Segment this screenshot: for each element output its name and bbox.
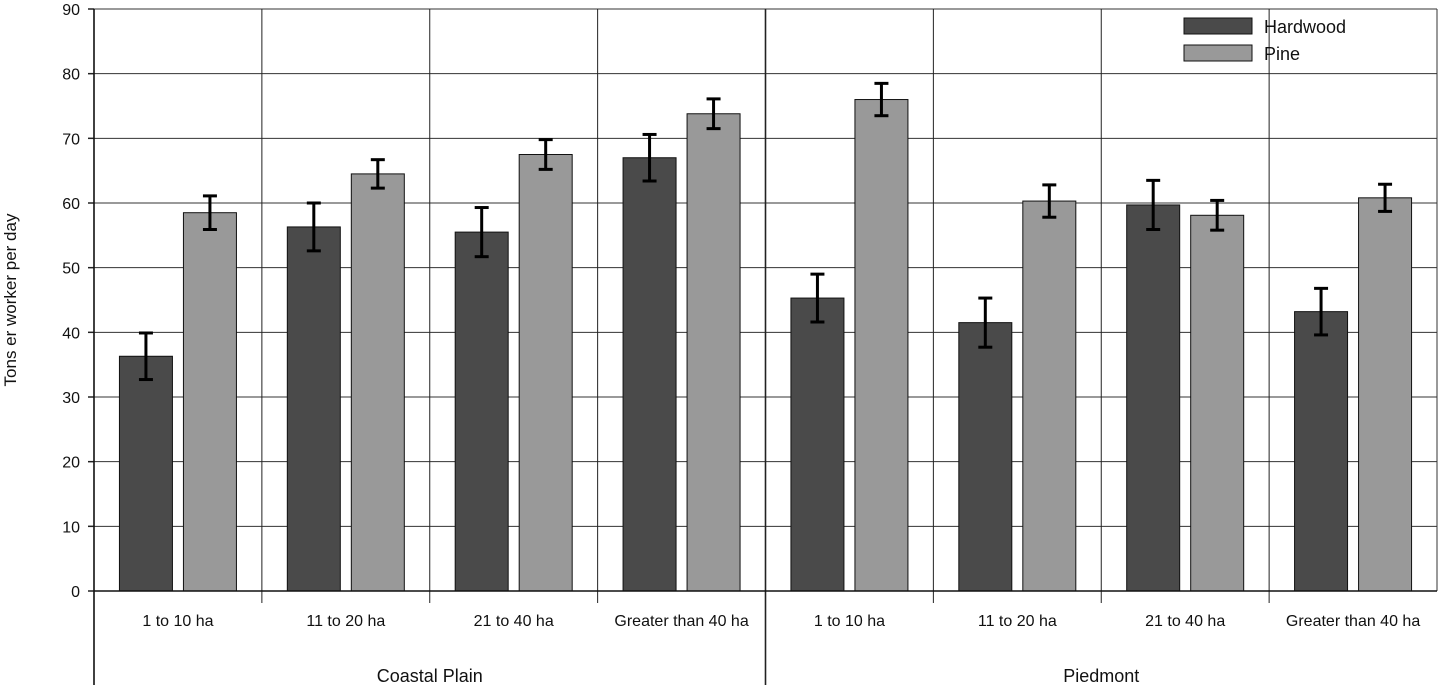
- y-tick-label: 10: [62, 519, 80, 536]
- x-tick-label: 21 to 40 ha: [1145, 613, 1225, 630]
- x-tick-label: 21 to 40 ha: [474, 613, 554, 630]
- x-group-label: Piedmont: [1063, 666, 1139, 685]
- bar-pine: [350, 173, 405, 592]
- bar-pine: [1358, 197, 1413, 592]
- bar-hardwood: [790, 297, 845, 592]
- bar-pine: [1190, 214, 1245, 592]
- x-tick-label: 1 to 10 ha: [814, 613, 885, 630]
- bar-pine: [518, 154, 573, 592]
- y-tick-label: 20: [62, 455, 80, 472]
- legend-label-pine: Pine: [1264, 44, 1300, 64]
- legend-label-hardwood: Hardwood: [1264, 17, 1346, 37]
- y-tick-label: 70: [62, 131, 80, 148]
- bar-hardwood: [622, 157, 677, 592]
- x-tick-label: Greater than 40 ha: [1286, 613, 1420, 630]
- bar-hardwood: [118, 355, 173, 592]
- legend-swatch-pine: [1183, 44, 1253, 62]
- x-tick-label: 11 to 20 ha: [306, 613, 385, 630]
- y-tick-label: 30: [62, 390, 80, 407]
- y-tick-label: 40: [62, 325, 80, 342]
- bar-hardwood: [286, 226, 341, 592]
- legend-swatch-hardwood: [1183, 17, 1253, 35]
- bar-hardwood: [1126, 204, 1181, 592]
- axes-layer: [88, 8, 1437, 685]
- bar-pine: [1022, 200, 1077, 592]
- y-axis-label: Tons er worker per day: [1, 213, 20, 386]
- y-tick-label: 90: [62, 2, 80, 19]
- y-tick-label: 0: [71, 584, 80, 601]
- error-bars-layer: [138, 81, 1393, 382]
- x-tick-label: Greater than 40 ha: [614, 613, 748, 630]
- y-tick-label: 80: [62, 67, 80, 84]
- x-group-label: Coastal Plain: [377, 666, 483, 685]
- legend: Hardwood Pine: [1183, 17, 1346, 64]
- bar-pine: [686, 113, 741, 592]
- bar-pine: [854, 99, 909, 592]
- bar-hardwood: [1294, 311, 1349, 592]
- bar-pine: [182, 212, 237, 592]
- x-tick-label: 11 to 20 ha: [978, 613, 1057, 630]
- y-tick-label: 60: [62, 196, 80, 213]
- bar-hardwood: [958, 322, 1013, 592]
- y-tick-label: 50: [62, 261, 80, 278]
- bar-hardwood: [454, 231, 509, 592]
- x-tick-label: 1 to 10 ha: [142, 613, 213, 630]
- labels-layer: 0 10 20 30 40 50 60 70 80 90 1 to 10 ha 11 to 20 ha…: [62, 2, 1420, 685]
- bars-layer: [118, 99, 1413, 592]
